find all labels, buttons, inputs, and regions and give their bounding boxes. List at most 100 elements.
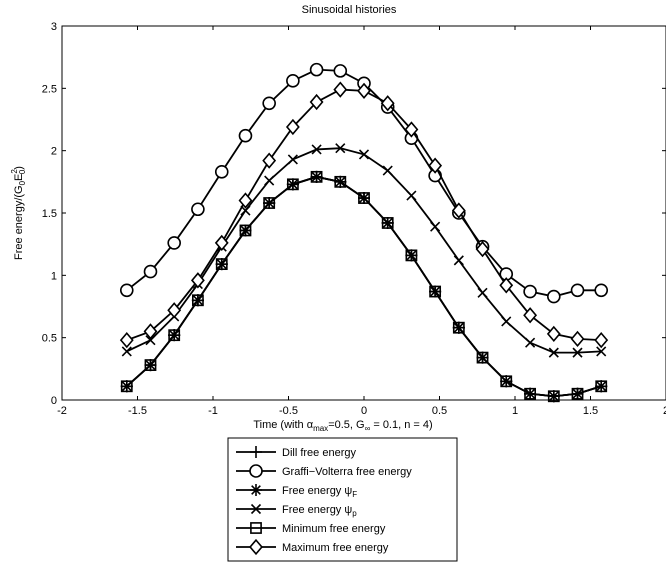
- chart-title: Sinusoidal histories: [302, 4, 397, 16]
- y-tick-label: 2: [51, 146, 57, 158]
- legend-entry: Graffi−Volterra free energy: [236, 464, 412, 478]
- series-5: [120, 170, 608, 403]
- legend-entry: Maximum free energy: [236, 538, 389, 556]
- legend-box: [227, 437, 458, 562]
- x-tick-label: 2: [663, 405, 666, 417]
- data-point: [571, 387, 584, 400]
- data-point: [119, 283, 134, 298]
- legend-label: Maximum free energy: [282, 542, 389, 554]
- data-point: [428, 157, 443, 174]
- data-point: [333, 81, 348, 98]
- data-point: [191, 202, 205, 217]
- data-point: [335, 143, 346, 154]
- data-point: [238, 192, 253, 209]
- data-point: [430, 221, 441, 232]
- y-axis-label-sub2: 0: [18, 169, 27, 174]
- data-point: [382, 165, 393, 176]
- data-point: [358, 192, 370, 204]
- data-point: [596, 346, 607, 357]
- data-point: [250, 522, 262, 534]
- x-axis-label-rest: = 0.1, n = 4): [370, 419, 432, 431]
- data-point: [250, 446, 262, 458]
- data-point: [380, 95, 395, 112]
- data-point: [239, 224, 252, 237]
- data-point: [143, 264, 158, 279]
- series-6: [119, 81, 609, 349]
- data-point: [523, 284, 537, 299]
- data-point: [168, 329, 181, 342]
- x-axis-label-ginf-sub: ∞: [365, 424, 371, 433]
- data-point: [358, 149, 370, 160]
- y-tick-label: 1.5: [42, 208, 57, 220]
- data-point: [214, 165, 229, 179]
- legend-label: Free energy ψF: [282, 485, 357, 499]
- data-point: [500, 375, 513, 388]
- data-point: [214, 234, 229, 252]
- legend-label: Dill free energy: [282, 447, 356, 459]
- data-point: [476, 351, 489, 364]
- data-point: [594, 283, 609, 298]
- data-point: [309, 62, 324, 77]
- data-point: [548, 347, 559, 358]
- data-point: [334, 175, 347, 188]
- data-point: [406, 190, 417, 201]
- data-point: [523, 307, 538, 324]
- data-point: [525, 337, 536, 348]
- y-axis-label-sup: 2: [10, 169, 19, 174]
- x-tick-label: 0.5: [432, 405, 447, 417]
- data-point: [286, 74, 300, 88]
- y-axis-label-suffix: ): [13, 166, 25, 170]
- data-point: [120, 380, 133, 393]
- data-point: [547, 390, 560, 403]
- data-point: [595, 380, 608, 393]
- data-point: [333, 64, 348, 78]
- x-tick-label: 1: [512, 405, 518, 417]
- data-point: [249, 464, 263, 478]
- y-axis-label-sub1: 0: [18, 180, 27, 185]
- data-point: [238, 128, 253, 143]
- y-axis-label: Free energy/(G0E20): [10, 166, 27, 260]
- data-point: [404, 121, 419, 138]
- data-point: [524, 387, 536, 400]
- x-tick-label: -1.5: [128, 405, 147, 417]
- y-tick-label: 2.5: [42, 83, 57, 95]
- x-tick-label: -2: [57, 405, 67, 417]
- data-point: [190, 272, 205, 289]
- data-point: [452, 321, 465, 334]
- data-point: [546, 325, 561, 343]
- legend-entry: Free energy ψF: [236, 484, 357, 499]
- data-point: [429, 285, 442, 298]
- x-axis: -2 -1.5 -1 -0.5 0 0.5 1 1.5 2: [57, 26, 666, 417]
- y-tick-label: 0.5: [42, 333, 57, 345]
- data-point: [119, 332, 134, 349]
- legend-label: Graffi−Volterra free energy: [282, 466, 412, 478]
- data-point: [286, 178, 299, 191]
- data-point: [499, 277, 514, 294]
- legend-entry: Dill free energy: [236, 446, 356, 459]
- data-point: [167, 236, 181, 250]
- x-axis-label-alpha-val: =0.5, G: [328, 419, 364, 431]
- series-layer: [119, 62, 609, 403]
- data-point: [309, 93, 324, 111]
- data-point: [250, 484, 262, 496]
- data-point: [192, 294, 204, 307]
- data-point: [501, 316, 512, 327]
- data-point: [263, 197, 276, 209]
- data-point: [311, 144, 322, 155]
- data-point: [144, 359, 157, 371]
- data-point: [264, 175, 275, 186]
- data-point: [451, 202, 466, 219]
- y-axis-label-mid: E: [13, 174, 25, 181]
- data-point: [287, 154, 298, 165]
- data-point: [250, 503, 262, 515]
- data-point: [547, 289, 561, 304]
- legend-entry: Minimum free energy: [236, 522, 386, 535]
- y-tick-label: 0: [51, 395, 57, 407]
- y-tick-label: 1: [51, 270, 57, 282]
- x-tick-label: -1: [208, 405, 218, 417]
- data-point: [167, 302, 182, 319]
- data-point: [310, 170, 323, 183]
- x-axis-label-alpha-sub: max: [313, 424, 328, 433]
- data-point: [121, 346, 132, 357]
